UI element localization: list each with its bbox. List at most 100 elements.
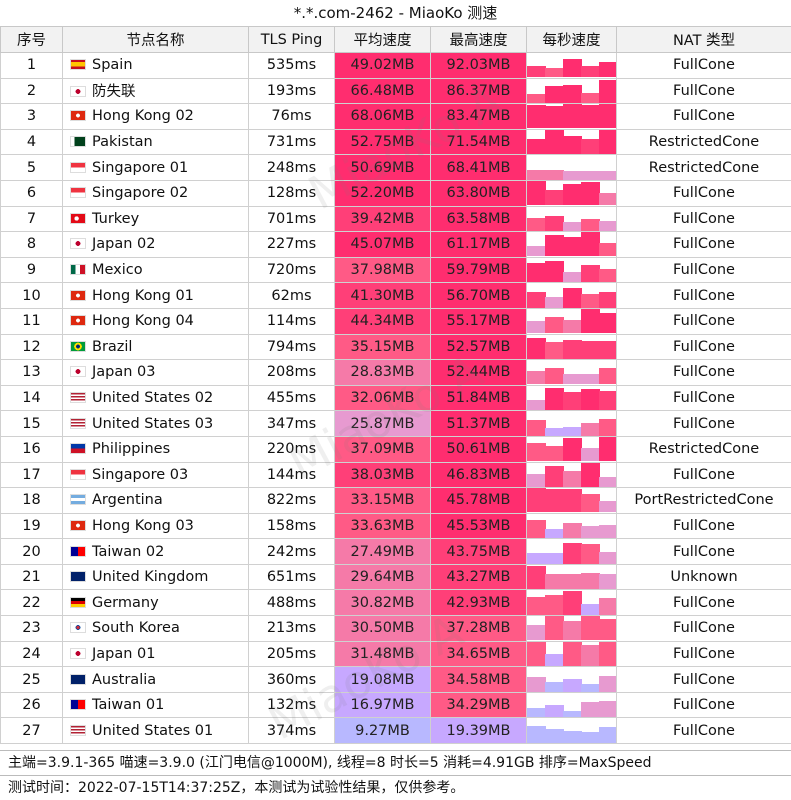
sparkline-bar	[599, 597, 616, 615]
node-name-cell: Japan 03	[62, 359, 249, 386]
sparkline-bar	[527, 676, 546, 692]
avg-speed: 32.06MB	[334, 384, 431, 412]
flag-icon	[70, 289, 86, 301]
per-second-speed	[526, 384, 617, 412]
sparkline-bar	[581, 683, 600, 692]
tls-ping: 76ms	[248, 103, 335, 130]
max-speed: 34.29MB	[430, 691, 527, 719]
nat-type: RestrictedCone	[616, 154, 791, 181]
sparkline	[527, 53, 616, 78]
row-index: 20	[0, 538, 63, 565]
page-title: *.*.com-2462 - MiaoKo 测速	[0, 0, 791, 27]
node-name-cell: United States 01	[62, 717, 249, 745]
row-index: 17	[0, 461, 63, 489]
avg-speed: 49.02MB	[334, 52, 431, 79]
tls-ping: 488ms	[248, 589, 335, 617]
table-row: 2 防失联 193ms 66.48MB 86.37MB FullCone	[0, 77, 791, 105]
row-index: 7	[0, 205, 63, 233]
node-name: United Kingdom	[92, 569, 209, 586]
nat-type: FullCone	[616, 282, 791, 309]
tls-ping: 144ms	[248, 461, 335, 489]
per-second-speed	[526, 410, 617, 437]
sparkline	[527, 719, 616, 743]
node-name-cell: Hong Kong 03	[62, 512, 249, 540]
table-row: 19 Hong Kong 03 158ms 33.63MB 45.53MB FullCon…	[0, 512, 791, 540]
row-index: 8	[0, 231, 63, 258]
header-avg-speed: 平均速度	[334, 26, 431, 53]
nat-type: FullCone	[616, 666, 791, 693]
node-name-cell: Hong Kong 04	[62, 307, 249, 335]
tls-ping: 128ms	[248, 179, 335, 207]
node-name-cell: Singapore 02	[62, 179, 249, 207]
avg-speed: 38.03MB	[334, 461, 431, 489]
sparkline	[527, 79, 616, 103]
table-row: 10 Hong Kong 01 62ms 41.30MB 56.70MB FullCone	[0, 282, 791, 309]
sparkline-bar	[563, 374, 582, 385]
sparkline-bar	[545, 427, 564, 436]
sparkline	[527, 207, 616, 231]
tls-ping: 205ms	[248, 640, 335, 668]
max-speed: 63.58MB	[430, 205, 527, 233]
sparkline-bar	[581, 66, 600, 78]
sparkline-bar	[563, 221, 582, 231]
tls-ping: 242ms	[248, 538, 335, 565]
sparkline-bar	[563, 730, 582, 743]
flag-icon	[70, 622, 86, 634]
sparkline-bar	[563, 339, 582, 359]
per-second-speed	[526, 333, 617, 361]
sparkline-bar	[527, 419, 546, 436]
sparkline-bar	[545, 169, 564, 180]
sparkline-bar	[599, 104, 616, 129]
tls-ping: 822ms	[248, 487, 335, 514]
node-name: Turkey	[92, 210, 140, 227]
node-name-cell: Australia	[62, 666, 249, 693]
flag-icon	[70, 340, 86, 352]
table-row: 7 Turkey 701ms 39.42MB 63.58MB FullCone	[0, 205, 791, 233]
nat-type: FullCone	[616, 717, 791, 745]
sparkline-bar	[527, 400, 546, 410]
node-name: Hong Kong 02	[92, 108, 194, 125]
node-name-cell: Hong Kong 02	[62, 103, 249, 130]
table-row: 25 Australia 360ms 19.08MB 34.58MB FullCone	[0, 666, 791, 693]
sparkline	[527, 232, 616, 257]
tls-ping: 731ms	[248, 128, 335, 156]
sparkline-bar	[599, 243, 616, 257]
node-name: Singapore 02	[92, 185, 189, 202]
per-second-speed	[526, 231, 617, 258]
tls-ping: 651ms	[248, 563, 335, 591]
nat-type: FullCone	[616, 461, 791, 489]
node-name-cell: Argentina	[62, 487, 249, 514]
row-index: 9	[0, 256, 63, 284]
sparkline-bar	[599, 220, 616, 231]
table-row: 16 Philippines 220ms 37.09MB 50.61MB Restrict…	[0, 435, 791, 463]
sparkline-bar	[581, 105, 600, 129]
row-index: 18	[0, 487, 63, 514]
nat-type: RestrictedCone	[616, 128, 791, 156]
sparkline-bar	[599, 524, 616, 538]
sparkline-bar	[599, 501, 616, 513]
sparkline-bar	[545, 705, 564, 717]
node-name: Spain	[92, 57, 133, 74]
per-second-speed	[526, 666, 617, 693]
sparkline-bar	[545, 68, 564, 78]
tls-ping: 193ms	[248, 77, 335, 105]
node-name: Argentina	[92, 492, 163, 509]
sparkline-bar	[563, 590, 582, 615]
sparkline	[527, 514, 616, 538]
nat-type: FullCone	[616, 231, 791, 258]
node-name: Hong Kong 01	[92, 287, 194, 304]
avg-speed: 39.42MB	[334, 205, 431, 233]
sparkline-bar	[545, 616, 564, 641]
per-second-speed	[526, 461, 617, 489]
node-name-cell: South Korea	[62, 615, 249, 642]
sparkline-bar	[563, 287, 582, 308]
table-row: 6 Singapore 02 128ms 52.20MB 63.80MB FullCone	[0, 179, 791, 207]
sparkline-bar	[563, 320, 582, 334]
per-second-speed	[526, 538, 617, 565]
sparkline-bar	[563, 489, 582, 513]
header-per-second: 每秒速度	[526, 26, 617, 53]
sparkline-bar	[527, 566, 546, 589]
sparkline-bar	[527, 93, 546, 103]
nat-type: FullCone	[616, 512, 791, 540]
per-second-speed	[526, 205, 617, 233]
